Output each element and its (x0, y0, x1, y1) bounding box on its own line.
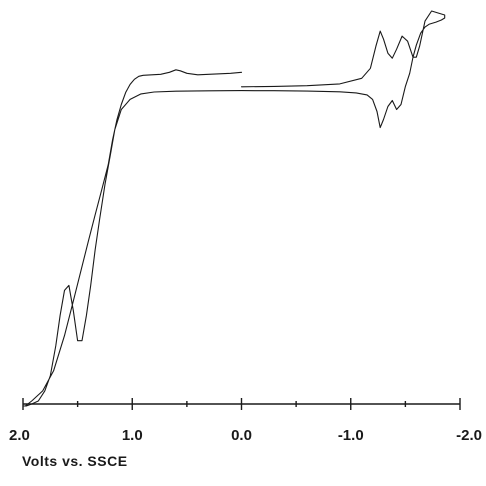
x-tick-label: 0.0 (231, 427, 252, 444)
x-tick-label: -2.0 (456, 427, 482, 444)
x-tick-label: 1.0 (122, 427, 143, 444)
x-tick-label: 2.0 (9, 427, 30, 444)
voltammogram-trace-0 (22, 10, 446, 407)
x-axis-label: Volts vs. SSCE (22, 453, 128, 469)
x-axis: 2.0 1.0 0.0 -1.0 -2.0 (9, 398, 482, 444)
x-tick-label: -1.0 (338, 427, 364, 444)
curve-layer (22, 10, 446, 407)
